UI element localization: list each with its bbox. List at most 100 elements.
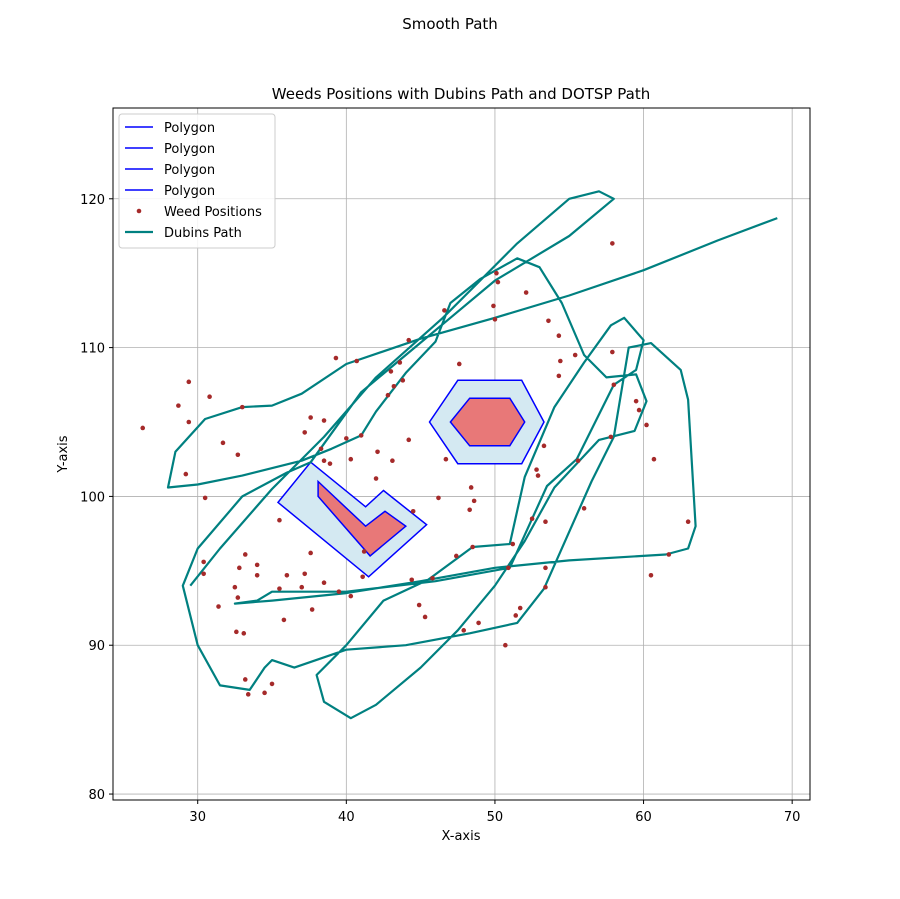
weed-point-104 [397, 360, 403, 365]
figure-suptitle: Smooth Path [402, 15, 498, 33]
legend-label-1: Polygon [164, 142, 215, 157]
weed-point-74 [513, 613, 519, 618]
y-axis-label: Y-axis [56, 435, 71, 473]
weed-point-36 [321, 418, 327, 423]
plot-content [140, 190, 778, 720]
weed-point-78 [535, 473, 541, 478]
weed-point-62 [461, 628, 467, 633]
weed-point-48 [385, 392, 391, 398]
weed-point-99 [494, 270, 499, 276]
weed-point-94 [651, 456, 657, 462]
weed-point-90 [611, 382, 617, 388]
weed-point-46 [360, 574, 365, 580]
weed-point-52 [400, 378, 406, 383]
weed-point-58 [430, 575, 435, 581]
weed-point-29 [302, 571, 308, 577]
weed-point-28 [299, 584, 305, 590]
legend-label-2: Polygon [164, 163, 215, 178]
axes-frame [112, 107, 811, 801]
weed-point-30 [309, 607, 315, 612]
weed-point-56 [416, 602, 422, 608]
weed-point-31 [308, 550, 313, 556]
weed-point-96 [666, 552, 672, 557]
weed-point-47 [375, 449, 380, 455]
polygon-inner-3 [449, 397, 526, 447]
weed-point-8 [235, 452, 241, 458]
weed-point-95 [648, 572, 654, 578]
weed-point-83 [556, 333, 562, 338]
weed-point-101 [610, 241, 615, 246]
weed-point-39 [327, 461, 333, 466]
weed-point-0 [140, 425, 146, 431]
x-tick-label-4: 70 [784, 810, 801, 825]
weed-point-51 [391, 383, 397, 389]
weed-point-10 [201, 559, 206, 565]
y-tick-label-3: 110 [80, 342, 105, 357]
weed-point-12 [232, 584, 238, 590]
weed-point-26 [281, 617, 287, 623]
x-tick-label-3: 60 [635, 810, 652, 825]
weed-point-79 [543, 519, 548, 525]
x-tick-label-2: 50 [487, 810, 504, 825]
y-tick-label-1: 90 [88, 639, 105, 654]
weed-point-98 [523, 290, 529, 295]
weed-point-93 [644, 422, 649, 428]
weed-point-35 [308, 415, 313, 420]
legend-box [118, 113, 276, 249]
weed-point-69 [492, 317, 498, 322]
weed-point-2 [186, 379, 192, 385]
y-tick-label-4: 120 [80, 193, 105, 208]
weed-point-109 [442, 308, 447, 313]
weed-point-13 [237, 565, 242, 571]
weed-point-65 [470, 544, 475, 550]
weed-point-45 [358, 433, 364, 438]
weed-point-75 [517, 605, 523, 611]
dubins-path-line [166, 190, 778, 720]
weed-point-32 [321, 580, 327, 586]
weed-point-43 [344, 436, 349, 441]
plot-area [112, 107, 811, 801]
weed-point-53 [406, 337, 412, 343]
weed-point-4 [186, 419, 192, 425]
weed-point-57 [422, 614, 428, 620]
weed-point-25 [277, 586, 282, 591]
y-tick-label-0: 80 [88, 788, 105, 803]
weed-point-71 [503, 642, 508, 648]
weed-point-60 [443, 456, 449, 462]
x-tick-label-0: 30 [189, 810, 206, 825]
weed-point-85 [558, 358, 563, 364]
weed-point-33 [277, 517, 282, 523]
weed-point-87 [575, 458, 581, 463]
weed-point-88 [608, 434, 614, 440]
weed-point-100 [541, 443, 547, 449]
weed-point-3 [207, 394, 212, 400]
weed-point-41 [348, 593, 354, 599]
weed-point-37 [318, 446, 324, 452]
weed-point-63 [467, 507, 472, 513]
weed-point-76 [529, 516, 535, 522]
weed-point-84 [556, 373, 562, 379]
weed-point-23 [262, 690, 267, 696]
weed-point-24 [269, 681, 275, 687]
legend-marker-4 [136, 208, 142, 214]
weed-point-106 [409, 577, 415, 583]
chart-title: Weeds Positions with Dubins Path and DOT… [272, 85, 650, 103]
weed-point-55 [410, 508, 416, 514]
weed-point-54 [406, 437, 412, 443]
weed-point-22 [245, 692, 251, 697]
x-tick-label-1: 40 [338, 810, 355, 825]
weed-point-49 [390, 458, 395, 463]
weed-point-42 [348, 456, 354, 462]
weed-point-50 [388, 369, 394, 374]
weed-point-81 [543, 584, 548, 590]
weed-point-68 [491, 303, 496, 309]
weed-point-66 [471, 498, 477, 504]
weed-point-17 [235, 595, 241, 600]
weed-point-34 [302, 430, 308, 435]
weed-point-103 [333, 355, 339, 361]
weed-point-70 [495, 279, 501, 285]
weed-point-9 [239, 404, 245, 410]
weed-point-59 [436, 495, 441, 501]
legend-label-4: Weed Positions [164, 205, 262, 220]
weed-point-72 [506, 565, 511, 571]
